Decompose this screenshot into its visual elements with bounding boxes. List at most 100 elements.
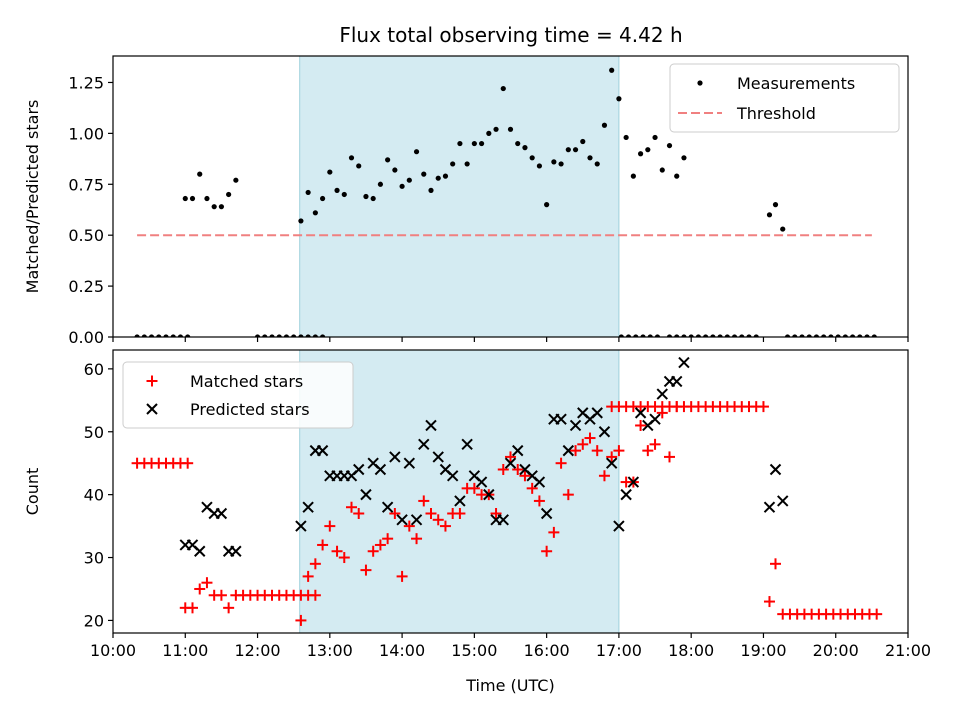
- matched-point: [389, 508, 401, 520]
- x-tick-label: 19:00: [740, 641, 786, 660]
- measurement-point: [637, 151, 644, 157]
- legend-measurement-marker: [697, 80, 703, 86]
- predicted-point: [418, 438, 430, 451]
- measurement-point: [623, 134, 629, 141]
- measurement-point: [298, 218, 304, 224]
- predicted-point: [620, 488, 632, 501]
- legend-box: [122, 361, 354, 429]
- measurement-point: [654, 334, 661, 337]
- measurement-point: [766, 212, 773, 218]
- measurement-point: [197, 171, 203, 177]
- measurement-point: [572, 147, 579, 153]
- measurement-point: [616, 96, 622, 102]
- measurement-point: [156, 334, 162, 337]
- predicted-point: [215, 507, 228, 520]
- measurement-point: [134, 334, 140, 337]
- matched-point: [871, 608, 883, 620]
- measurement-point: [478, 140, 485, 147]
- predicted-point: [483, 488, 495, 501]
- predicted-point: [605, 457, 618, 469]
- measurement-point: [618, 334, 624, 337]
- measurement-point: [428, 187, 434, 193]
- measurement-point: [536, 163, 543, 169]
- matched-point: [439, 520, 451, 532]
- measurement-point: [305, 189, 311, 196]
- measurement-point: [792, 334, 798, 337]
- measurement-point: [507, 126, 514, 132]
- predicted-point: [403, 457, 416, 469]
- bottom-panel: 20 30 40 50 60 10:00 11:00 12:00 13:00 14:00 15:00…: [23, 349, 931, 695]
- matched-point: [512, 463, 524, 475]
- measurement-point: [312, 334, 318, 337]
- measurement-point: [666, 334, 673, 337]
- matched-point: [584, 432, 596, 444]
- x-tick-label: 21:00: [885, 641, 931, 660]
- measurement-point: [262, 334, 268, 337]
- x-tick-label: 11:00: [162, 641, 208, 660]
- measurement-point: [633, 334, 639, 337]
- measurement-point: [334, 187, 340, 193]
- predicted-point: [769, 463, 782, 476]
- measurement-point: [185, 334, 191, 337]
- matched-point: [382, 533, 394, 545]
- measurement-point: [471, 140, 477, 147]
- legend-box: [669, 63, 900, 133]
- measurement-point: [421, 171, 427, 177]
- predicted-point: [540, 507, 553, 520]
- predicted-point: [194, 545, 206, 557]
- matched-point: [425, 508, 437, 520]
- measurement-point: [148, 334, 155, 337]
- predicted-point: [613, 520, 625, 532]
- matched-point: [309, 558, 321, 570]
- measurement-point: [630, 173, 636, 179]
- matched-point: [533, 495, 545, 507]
- measurement-point: [681, 155, 687, 161]
- chart-title: Flux total observing time = 4.42 h: [339, 23, 682, 47]
- measurement-point: [724, 334, 730, 337]
- matched-point: [555, 457, 567, 469]
- measurement-point: [450, 161, 456, 167]
- measurement-point: [828, 334, 834, 337]
- matched-point: [526, 482, 538, 494]
- measurement-point: [141, 334, 147, 337]
- measurement-point: [515, 140, 521, 147]
- predicted-point: [381, 501, 394, 513]
- x-tick-label: 18:00: [668, 641, 714, 660]
- measurement-point: [601, 122, 608, 128]
- measurement-point: [565, 147, 571, 153]
- measurement-point: [163, 334, 169, 337]
- matched-point: [194, 583, 206, 595]
- x-tick-label: 10:00: [90, 641, 136, 660]
- matched-point: [411, 533, 423, 545]
- matched-point: [519, 470, 531, 482]
- predicted-point: [649, 413, 661, 425]
- measurement-point: [717, 334, 723, 337]
- predicted-point: [425, 419, 437, 432]
- measurement-point: [625, 334, 632, 337]
- predicted-point: [671, 375, 683, 388]
- predicted-point: [627, 476, 640, 488]
- measurement-point: [666, 142, 673, 149]
- measurement-point: [544, 202, 550, 208]
- matched-point: [374, 539, 386, 551]
- measurement-point: [254, 334, 261, 337]
- matched-point: [664, 451, 675, 463]
- measurement-point: [356, 163, 362, 169]
- y-tick-label: 0.25: [68, 277, 104, 296]
- y-tick-label: 40: [84, 486, 104, 505]
- measurement-point: [413, 149, 420, 155]
- predicted-point: [555, 413, 567, 425]
- matched-point: [468, 482, 480, 494]
- measurement-point: [457, 140, 463, 147]
- measurement-point: [327, 169, 333, 175]
- matched-point: [548, 526, 560, 538]
- predicted-point: [656, 388, 668, 400]
- y-tick-label: 0.75: [68, 175, 104, 194]
- matched-point: [505, 451, 516, 463]
- top-panel: 0.00 0.25 0.50 0.75 1.00 1.25 Matched/Predicte…: [23, 55, 909, 347]
- measurement-point: [659, 167, 665, 173]
- matched-point: [642, 445, 654, 457]
- measurement-point: [226, 191, 232, 198]
- matched-point: [338, 552, 350, 564]
- measurement-point: [406, 177, 412, 183]
